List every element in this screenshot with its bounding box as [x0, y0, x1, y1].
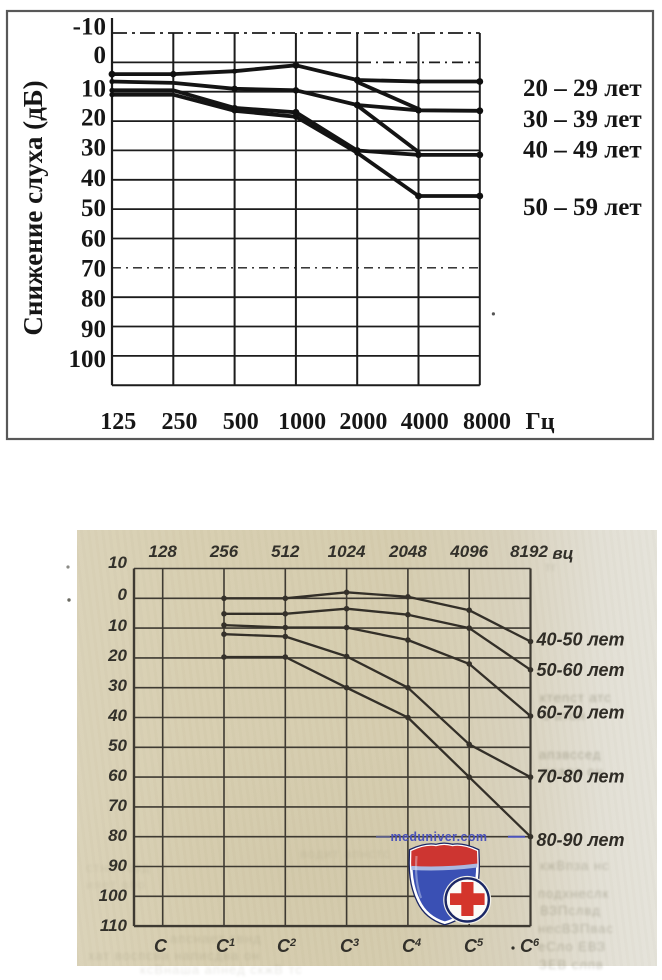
- svg-text:70: 70: [108, 796, 127, 815]
- svg-text:100: 100: [99, 886, 128, 905]
- svg-text:70-80 лет: 70-80 лет: [537, 767, 625, 787]
- svg-text:90: 90: [81, 316, 106, 343]
- svg-text:20: 20: [81, 105, 106, 132]
- svg-text:40: 40: [107, 706, 127, 725]
- svg-text:Гц: Гц: [525, 409, 554, 435]
- svg-text:256: 256: [209, 542, 239, 561]
- svg-text:8000: 8000: [463, 409, 511, 435]
- svg-text:20 – 29 лет: 20 – 29 лет: [523, 75, 642, 102]
- svg-text:40 – 49 лет: 40 – 49 лет: [523, 137, 642, 164]
- svg-text:80-90 лет: 80-90 лет: [537, 830, 625, 850]
- svg-text:вц: вц: [552, 544, 573, 563]
- svg-text:30 – 39 лет: 30 – 39 лет: [523, 106, 642, 133]
- svg-text:60: 60: [108, 766, 127, 785]
- svg-text:50-60 лет: 50-60 лет: [537, 660, 625, 680]
- svg-text:Снижение слуха (дБ): Снижение слуха (дБ): [18, 80, 48, 335]
- svg-text:50: 50: [108, 736, 127, 755]
- svg-text:100: 100: [69, 346, 107, 373]
- svg-text:C3: C3: [340, 936, 359, 956]
- svg-text:90: 90: [108, 856, 127, 875]
- svg-text:4000: 4000: [401, 409, 449, 435]
- svg-text:128: 128: [149, 542, 178, 561]
- svg-text:C: C: [154, 936, 168, 956]
- svg-text:meduniver.com: meduniver.com: [391, 830, 488, 844]
- svg-text:-10: -10: [73, 14, 106, 41]
- svg-text:4096: 4096: [449, 542, 488, 561]
- svg-text:40-50 лет: 40-50 лет: [536, 630, 625, 650]
- svg-text:60-70 лет: 60-70 лет: [537, 703, 625, 723]
- svg-text:125: 125: [100, 409, 136, 435]
- svg-text:2048: 2048: [388, 542, 427, 561]
- svg-text:40: 40: [81, 165, 106, 192]
- svg-text:250: 250: [162, 409, 198, 435]
- svg-text:C5: C5: [464, 936, 484, 956]
- svg-text:110: 110: [100, 916, 128, 935]
- svg-text:0: 0: [94, 42, 107, 69]
- svg-text:C2: C2: [277, 936, 296, 956]
- svg-text:30: 30: [81, 135, 106, 162]
- svg-text:C6: C6: [520, 936, 540, 956]
- svg-text:50 – 59 лет: 50 – 59 лет: [523, 194, 642, 221]
- svg-text:1024: 1024: [328, 542, 366, 561]
- svg-text:10: 10: [108, 553, 127, 572]
- svg-text:500: 500: [223, 409, 259, 435]
- svg-text:70: 70: [81, 255, 106, 282]
- svg-text:80: 80: [108, 826, 127, 845]
- svg-text:60: 60: [81, 225, 106, 252]
- svg-text:0: 0: [118, 585, 128, 604]
- svg-text:30: 30: [108, 676, 127, 695]
- svg-text:8192: 8192: [510, 542, 548, 561]
- svg-text:2000: 2000: [339, 409, 387, 435]
- svg-text:80: 80: [81, 286, 106, 313]
- svg-text:1000: 1000: [278, 409, 326, 435]
- svg-text:C4: C4: [402, 936, 421, 956]
- svg-text:20: 20: [107, 646, 127, 665]
- svg-text:10: 10: [81, 76, 106, 103]
- svg-text:50: 50: [81, 195, 106, 222]
- svg-text:512: 512: [271, 542, 300, 561]
- svg-text:10: 10: [108, 616, 127, 635]
- svg-text:C1: C1: [216, 936, 235, 956]
